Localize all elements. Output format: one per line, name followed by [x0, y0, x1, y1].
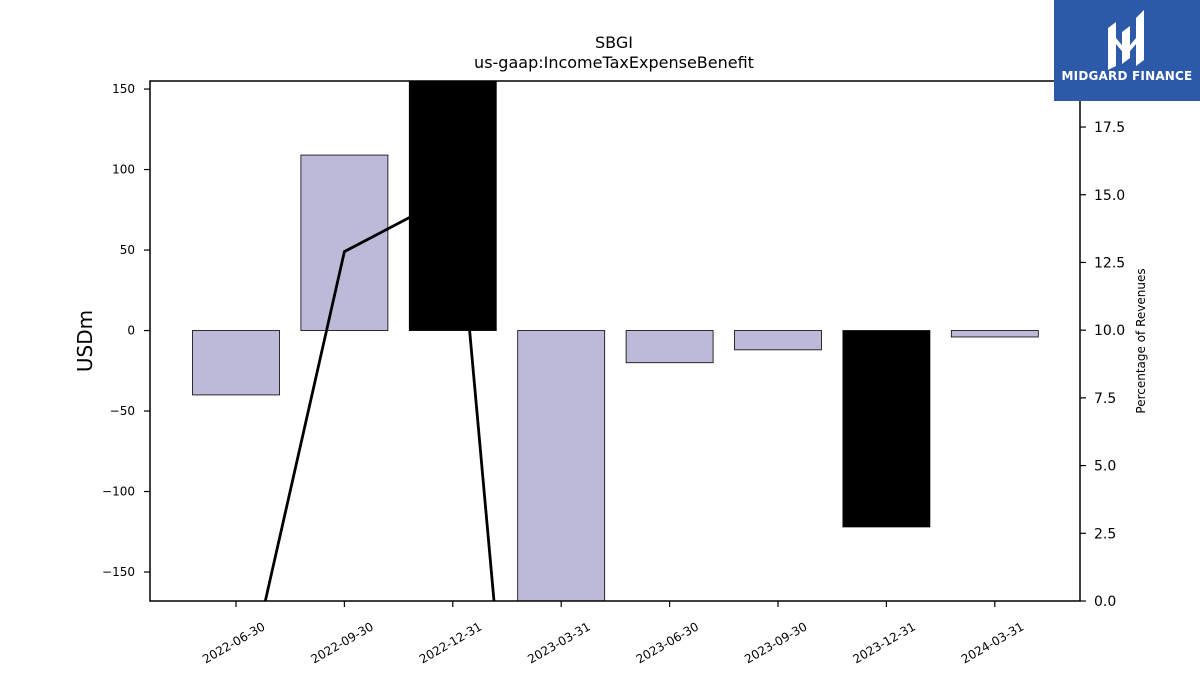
x-tick-label: 2022-06-30 — [200, 619, 267, 666]
y-tick-label: −100 — [102, 485, 135, 499]
y2-tick-label: 10.0 — [1094, 323, 1125, 339]
x-tick-label: 2024-03-31 — [959, 619, 1026, 666]
brand-logo: MIDGARD FINANCE — [1054, 0, 1200, 101]
bar-2022-09-30 — [300, 154, 389, 331]
bar-2023-12-31 — [842, 330, 931, 528]
y-tick-label: 0 — [127, 324, 135, 338]
y-axis: −150 −100 −50 0 50 100 150 — [102, 82, 150, 579]
bar-2023-03-31 — [517, 330, 606, 602]
y2-axis: 0.0 2.5 5.0 7.5 10.0 12.5 15.0 17.5 — [1080, 120, 1125, 610]
y2-tick-label: 5.0 — [1094, 459, 1116, 475]
chart-title: SBGI — [595, 33, 633, 52]
y-tick-label: −50 — [110, 404, 135, 418]
line-group — [263, 192, 496, 602]
x-tick-label: 2023-09-30 — [742, 619, 809, 666]
logo-mark-icon — [1108, 10, 1144, 70]
chart-subtitle: us-gaap:IncomeTaxExpenseBenefit — [474, 53, 754, 72]
bar-2023-06-30 — [625, 330, 714, 364]
x-axis: 2022-06-30 2022-09-30 2022-12-31 2023-03-31… — [200, 601, 1026, 666]
bars-group — [192, 80, 1039, 602]
x-tick-label: 2023-03-31 — [525, 619, 592, 666]
y-tick-label: 100 — [112, 163, 135, 177]
bar-2022-06-30 — [192, 330, 280, 396]
x-tick-label: 2022-12-31 — [417, 619, 484, 666]
y2-tick-label: 17.5 — [1094, 120, 1125, 136]
y-tick-label: 150 — [112, 82, 135, 96]
y-axis-label: USDm — [73, 310, 97, 372]
logo-text: MIDGARD FINANCE — [1061, 69, 1193, 83]
y2-tick-label: 0.0 — [1094, 594, 1116, 610]
y-tick-label: −150 — [102, 565, 135, 579]
y2-tick-label: 2.5 — [1094, 526, 1116, 542]
revenue-share-line — [263, 192, 496, 602]
y2-tick-label: 15.0 — [1094, 188, 1125, 204]
x-tick-label: 2023-12-31 — [850, 619, 917, 666]
y2-tick-label: 7.5 — [1094, 391, 1116, 407]
y-tick-label: 50 — [120, 243, 135, 257]
bar-2023-09-30 — [734, 330, 822, 351]
x-tick-label: 2023-06-30 — [634, 619, 701, 666]
bar-2024-03-31 — [950, 330, 1039, 338]
y2-axis-label: Percentage of Revenues — [1134, 268, 1148, 413]
x-tick-label: 2022-09-30 — [308, 619, 375, 666]
y2-tick-label: 12.5 — [1094, 255, 1125, 271]
plot-frame — [149, 80, 1081, 602]
